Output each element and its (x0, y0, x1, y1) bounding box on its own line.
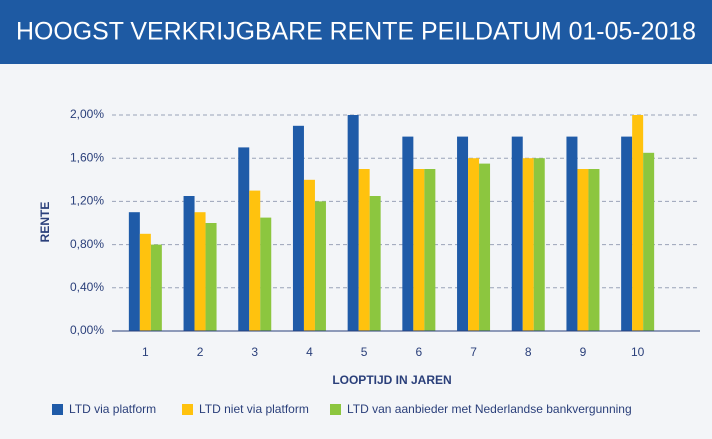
bar (183, 196, 195, 331)
x-tick-label: 9 (580, 345, 587, 359)
bar (238, 147, 250, 331)
title-banner (0, 0, 712, 64)
bar (205, 223, 217, 331)
bar (260, 217, 272, 331)
bar (424, 169, 436, 331)
bar (303, 179, 315, 331)
y-tick-label: 0,80% (70, 237, 104, 251)
bar (479, 163, 491, 331)
legend-swatch (52, 404, 63, 415)
y-tick-label: 0,40% (70, 280, 104, 294)
x-tick-label: 5 (361, 345, 368, 359)
bar (511, 136, 523, 331)
bar (194, 212, 206, 331)
x-tick-label: 2 (197, 345, 204, 359)
y-tick-label: 1,60% (70, 150, 104, 164)
y-tick-label: 2,00% (70, 107, 104, 121)
x-tick-label: 10 (631, 345, 645, 359)
x-axis-label: LOOPTIJD IN JAREN (332, 373, 451, 387)
bar (402, 136, 414, 331)
x-tick-label: 8 (525, 345, 532, 359)
bar (522, 158, 534, 331)
legend-label: LTD van aanbieder met Nederlandse bankve… (347, 402, 632, 416)
bar (632, 115, 644, 331)
x-tick-label: 7 (470, 345, 477, 359)
bar (139, 233, 151, 331)
bar (292, 125, 304, 331)
legend-label: LTD via platform (69, 402, 156, 416)
x-tick-label: 1 (142, 345, 149, 359)
bar (347, 115, 359, 331)
bar (413, 169, 425, 331)
legend-swatch (182, 404, 193, 415)
y-tick-label: 0,00% (70, 323, 104, 337)
bar (314, 201, 326, 331)
bar (249, 190, 261, 331)
bar (358, 169, 370, 331)
bar (588, 169, 600, 331)
x-tick-label: 4 (306, 345, 313, 359)
bar (621, 136, 633, 331)
legend-swatch (330, 404, 341, 415)
chart-title: HOOGST VERKRIJGBARE RENTE PEILDATUM 01-0… (16, 18, 696, 46)
bar (150, 244, 162, 331)
bar (566, 136, 578, 331)
y-tick-label: 1,20% (70, 194, 104, 208)
bar (128, 212, 140, 331)
bar (369, 196, 381, 331)
bar (643, 152, 655, 331)
x-tick-label: 6 (416, 345, 423, 359)
y-axis-label: RENTE (38, 202, 52, 243)
legend-label: LTD niet via platform (199, 402, 309, 416)
bar (533, 158, 545, 331)
bar (457, 136, 469, 331)
bar (468, 158, 480, 331)
x-tick-label: 3 (251, 345, 258, 359)
bar (577, 169, 589, 331)
